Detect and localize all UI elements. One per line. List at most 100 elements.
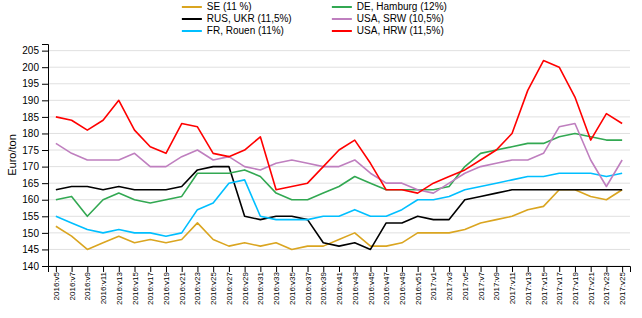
y-tick-label: 145 (22, 244, 39, 255)
x-tick-mark (512, 266, 513, 272)
y-tick: 155 (22, 211, 48, 222)
x-tick-label: 2016:v25 (209, 271, 218, 304)
chart: 1401451501551601651701751801851901952002… (0, 0, 642, 318)
x-tick: 2016:v49 (398, 266, 407, 305)
x-tick: 2017:v23 (602, 266, 611, 305)
legend-item: SE (11 %) (182, 1, 252, 12)
legend-swatch (182, 18, 202, 20)
x-tick-mark (56, 266, 57, 272)
x-tick-mark (119, 266, 120, 272)
y-tick: 180 (22, 128, 48, 139)
y-tick-mark (42, 133, 48, 134)
x-tick-mark (465, 266, 466, 272)
legend-swatch (332, 18, 352, 20)
y-tick-label: 205 (22, 45, 39, 56)
y-tick: 160 (22, 194, 48, 205)
x-tick: 2016:v45 (367, 266, 376, 305)
x-tick: 2017:v1 (429, 266, 438, 300)
lines (56, 61, 622, 250)
x-tick: 2016:v27 (225, 266, 234, 305)
legend-swatch (332, 30, 352, 32)
y-tick-label: 170 (22, 161, 39, 172)
x-axis: 2016:v52016:v72016:v92016:v112016:v13201… (49, 266, 631, 305)
x-tick: 2016:v47 (382, 266, 391, 305)
x-tick-label: 2017:v11 (508, 271, 517, 304)
x-tick: 2016:v43 (351, 266, 360, 305)
y-tick-label: 155 (22, 211, 39, 222)
x-tick: 2017:v3 (445, 266, 454, 300)
legend-label: FR, Rouen (11%) (207, 25, 284, 36)
x-tick-mark (606, 266, 607, 272)
legend-label: SE (11 %) (207, 1, 252, 12)
x-tick: 2017:v5 (461, 266, 470, 300)
x-tick: 2016:v5 (52, 266, 61, 300)
x-tick: 2017:v19 (571, 266, 580, 305)
series-line (56, 124, 622, 194)
x-tick-label: 2016:v23 (193, 271, 202, 304)
y-tick-label: 175 (22, 145, 39, 156)
x-tick-label: 2016:v19 (162, 271, 171, 304)
x-tick-label: 2016:v15 (131, 271, 140, 304)
x-tick-mark (150, 266, 151, 272)
x-tick-label: 2016:v7 (68, 271, 77, 300)
x-tick-label: 2016:v45 (367, 271, 376, 304)
x-tick: 2016:v9 (83, 266, 92, 300)
grid-line (48, 67, 630, 68)
x-tick-label: 2016:v5 (52, 271, 61, 300)
x-tick-mark (292, 266, 293, 272)
x-tick-label: 2016:v51 (414, 271, 423, 304)
y-tick: 145 (22, 244, 48, 255)
y-tick-label: 195 (22, 78, 39, 89)
grid-line (48, 249, 630, 250)
y-tick-label: 140 (22, 261, 39, 272)
y-tick: 175 (22, 145, 48, 156)
x-tick: 2016:v21 (178, 266, 187, 305)
legend-swatch (332, 6, 352, 8)
x-tick-label: 2016:v47 (382, 271, 391, 304)
x-tick: 2016:v51 (414, 266, 423, 305)
y-tick: 200 (22, 62, 48, 73)
y-tick-mark (42, 117, 48, 118)
x-tick-mark (245, 266, 246, 272)
x-tick: 2016:v25 (209, 266, 218, 305)
grid-line (48, 100, 630, 101)
x-tick-mark (182, 266, 183, 272)
y-tick-label: 160 (22, 194, 39, 205)
x-tick-mark (591, 266, 592, 272)
x-tick-mark (72, 266, 73, 272)
y-tick: 185 (22, 112, 48, 123)
legend-item: DE, Hamburg (12%) (332, 1, 447, 12)
legend-item: USA, HRW (11,5%) (332, 25, 444, 36)
y-tick-label: 190 (22, 95, 39, 106)
legend-item: USA, SRW (10,5%) (332, 13, 444, 24)
x-tick-mark (481, 266, 482, 272)
x-tick: 2016:v23 (193, 266, 202, 305)
series-line (56, 61, 622, 194)
x-tick-mark (260, 266, 261, 272)
legend-label: USA, HRW (11,5%) (357, 25, 444, 36)
x-tick-label: 2017:v21 (587, 271, 596, 304)
x-tick-label: 2016:v27 (225, 271, 234, 304)
x-tick: 2016:v29 (241, 266, 250, 305)
x-tick: 2017:v9 (492, 266, 501, 300)
y-tick-label: 165 (22, 178, 39, 189)
y-tick: 195 (22, 78, 48, 89)
x-tick-mark (197, 266, 198, 272)
grid-line (48, 50, 630, 51)
x-tick-mark (135, 266, 136, 272)
x-tick: 2017:v13 (524, 266, 533, 305)
x-tick: 2017:v11 (508, 266, 517, 304)
y-tick: 170 (22, 161, 48, 172)
y-tick-mark (42, 183, 48, 184)
series-line (56, 167, 622, 250)
x-tick: 2017:v7 (477, 266, 486, 300)
x-axis-line (49, 267, 631, 273)
grid-line (48, 133, 630, 134)
legend-swatch (182, 6, 202, 8)
x-tick-label: 2016:v43 (351, 271, 360, 304)
series-line (56, 190, 622, 250)
y-tick-mark (42, 51, 48, 52)
x-tick-label: 2017:v19 (571, 271, 580, 304)
x-tick: 2016:v31 (256, 266, 265, 305)
x-tick-label: 2016:v29 (241, 271, 250, 304)
